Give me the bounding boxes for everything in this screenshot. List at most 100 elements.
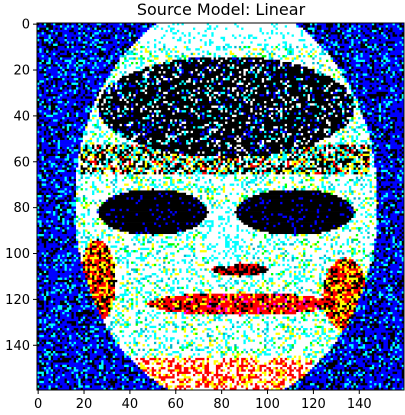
heatmap-cell-run <box>353 107 357 111</box>
heatmap-cell-run <box>101 75 109 79</box>
heatmap-cell-run <box>112 133 116 136</box>
heatmap-cell-run <box>195 156 198 159</box>
heatmap-cell-run <box>94 158 97 161</box>
heatmap-cell-run <box>105 34 109 38</box>
heatmap-cell-run <box>362 126 368 129</box>
heatmap-cell-run <box>397 73 400 77</box>
heatmap-cell-run <box>126 23 132 26</box>
heatmap-cell-run <box>126 29 130 33</box>
heatmap-cell-run <box>316 146 325 150</box>
heatmap-cell-run <box>50 75 54 79</box>
heatmap-cell-run <box>135 39 139 42</box>
heatmap-cell-run <box>160 75 164 79</box>
heatmap-cell-run <box>231 71 240 74</box>
heatmap-cell-run <box>128 94 132 97</box>
heatmap-cell-run <box>319 137 325 141</box>
heatmap-cell-run <box>126 153 130 157</box>
heatmap-cell-run <box>289 52 292 56</box>
heatmap-cell-run <box>96 133 100 136</box>
heatmap-cell-run <box>342 32 345 35</box>
heatmap-cell-run <box>53 110 56 113</box>
heatmap-cell-run <box>112 84 116 88</box>
heatmap-cell-run <box>211 126 214 129</box>
heatmap-cell-run <box>236 153 240 157</box>
heatmap-cell-run <box>236 107 240 111</box>
heatmap-cell-run <box>401 71 404 74</box>
heatmap-cell-run <box>300 89 306 93</box>
heatmap-cell-run <box>133 114 148 118</box>
heatmap-cell-run <box>94 103 97 106</box>
heatmap-cell-run <box>314 71 318 74</box>
heatmap-cell-run <box>220 151 224 155</box>
heatmap-cell-run <box>94 153 100 157</box>
heatmap-cell-run <box>43 100 47 104</box>
heatmap-cell-run <box>321 71 338 74</box>
heatmap-cell-run <box>351 41 354 44</box>
heatmap-cell-run <box>126 50 132 54</box>
heatmap-cell-run <box>385 71 389 74</box>
heatmap-cell-run <box>367 27 370 31</box>
heatmap-cell-run <box>170 126 182 129</box>
heatmap-cell-run <box>326 153 329 157</box>
heatmap-cell-run <box>374 112 382 116</box>
heatmap-cell-run <box>365 121 368 125</box>
heatmap-cell-run <box>179 151 185 155</box>
heatmap-cell-run <box>119 66 125 70</box>
heatmap-cell-run <box>41 91 45 95</box>
heatmap-cell-run <box>96 73 100 77</box>
heatmap-cell-run <box>390 107 398 111</box>
heatmap-cell-run <box>43 87 47 90</box>
heatmap-cell-run <box>261 105 265 109</box>
heatmap-cell-run <box>332 75 336 79</box>
heatmap-cell-run <box>362 144 366 148</box>
heatmap-cell-run <box>82 105 88 109</box>
heatmap-cell-run <box>268 94 274 97</box>
heatmap-cell-run <box>346 27 350 31</box>
heatmap-cell-run <box>186 45 189 49</box>
heatmap-cell-run <box>119 41 134 44</box>
heatmap-cell-run <box>303 146 306 150</box>
heatmap-cell-run <box>128 126 132 129</box>
heatmap-cell-run <box>241 110 251 113</box>
heatmap-cell-run <box>312 23 315 26</box>
heatmap-cell-run <box>222 82 237 86</box>
heatmap-cell-run <box>57 64 61 67</box>
heatmap-cell-run <box>291 107 304 111</box>
heatmap-cell-run <box>344 64 347 67</box>
heatmap-cell-run <box>374 142 377 145</box>
heatmap-cell-run <box>392 75 400 79</box>
heatmap-cell-run <box>94 126 97 129</box>
heatmap-cell-run <box>202 39 210 42</box>
heatmap-cell-run <box>37 52 47 56</box>
heatmap-cell-run <box>59 137 65 141</box>
heatmap-cell-run <box>199 98 203 102</box>
heatmap-cell-run <box>348 61 361 65</box>
heatmap-cell-run <box>105 123 109 127</box>
heatmap-cell-run <box>351 27 354 31</box>
heatmap-cell-run <box>282 34 286 38</box>
heatmap-cell-run <box>280 94 288 97</box>
heatmap-cell-run <box>266 100 286 104</box>
heatmap-cell-run <box>85 52 88 56</box>
heatmap-cell-run <box>59 57 63 61</box>
heatmap-cell-run <box>202 114 205 118</box>
heatmap-cell-run <box>131 50 134 54</box>
heatmap-cell-run <box>124 50 127 54</box>
heatmap-cell-run <box>225 43 231 47</box>
heatmap-cell-run <box>78 128 81 132</box>
heatmap-cell-run <box>105 100 109 104</box>
heatmap-cell-run <box>337 103 341 106</box>
heatmap-cell-run <box>367 107 370 111</box>
heatmap-cell-run <box>82 135 93 139</box>
heatmap-cell-run <box>257 117 272 120</box>
heatmap-cell-run <box>323 128 329 132</box>
heatmap-cell-run <box>190 48 196 51</box>
heatmap-cell-run <box>392 23 396 26</box>
heatmap-cell-run <box>140 29 148 33</box>
heatmap-cell-run <box>41 89 45 93</box>
heatmap-cell-run <box>202 137 208 141</box>
heatmap-cell-run <box>337 36 341 40</box>
heatmap-cell-run <box>156 139 159 143</box>
heatmap-cell-run <box>151 117 198 120</box>
heatmap-cell-run <box>371 144 375 148</box>
